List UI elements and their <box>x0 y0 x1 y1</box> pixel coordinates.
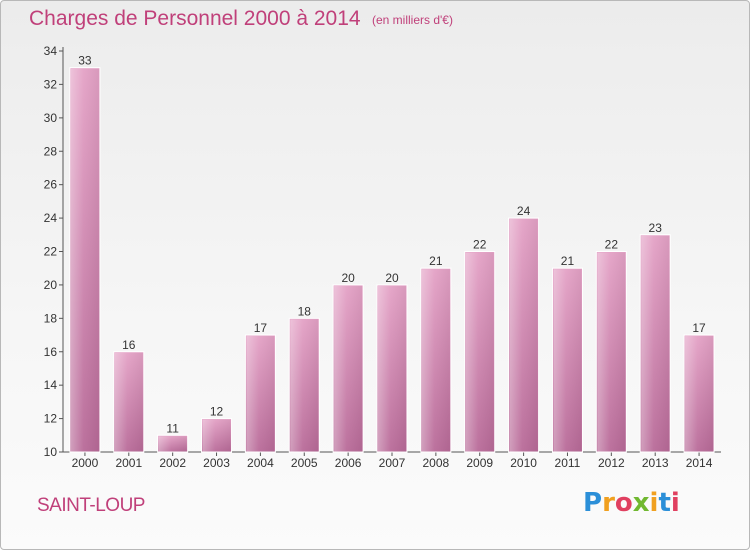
y-tick-label: 28 <box>44 144 58 158</box>
x-tick-label-2008: 2008 <box>423 456 450 470</box>
x-tick-label-2013: 2013 <box>642 456 669 470</box>
x-tick-label-2009: 2009 <box>466 456 493 470</box>
proxiti-logo: Proxiti <box>583 488 680 518</box>
bar-shading-2010 <box>509 219 538 452</box>
y-tick-label: 12 <box>44 412 58 426</box>
chart-title: Charges de Personnel 2000 à 2014 <box>29 7 361 30</box>
value-label-2001: 16 <box>122 338 136 352</box>
value-label-2009: 22 <box>473 238 487 252</box>
value-label-2007: 20 <box>385 271 399 285</box>
logo-letter: x <box>632 488 650 518</box>
y-tick-label: 24 <box>44 211 58 225</box>
chart-subtitle: (en milliers d'€) <box>372 13 453 27</box>
bar-shading-2011 <box>553 269 582 452</box>
bar-shading-2007 <box>378 285 406 452</box>
bar-shading-2000 <box>70 68 99 452</box>
y-tick-label: 20 <box>44 278 58 292</box>
bar-shading-2005 <box>290 319 319 452</box>
value-label-2010: 24 <box>517 204 531 218</box>
value-label-2005: 18 <box>298 304 312 318</box>
bar-shading-2013 <box>641 235 670 452</box>
logo-letter: o <box>614 488 633 518</box>
value-label-2012: 22 <box>605 238 619 252</box>
logo-letter: P <box>583 488 603 518</box>
value-label-2013: 23 <box>649 221 663 235</box>
x-tick-label-2005: 2005 <box>291 456 318 470</box>
value-label-2008: 21 <box>429 254 443 268</box>
value-label-2003: 12 <box>210 405 224 419</box>
x-tick-label-2011: 2011 <box>555 456 581 470</box>
y-tick-label: 10 <box>44 445 58 459</box>
value-label-2014: 17 <box>692 321 706 335</box>
logo-letter: i <box>670 488 680 518</box>
bar-shading-2001 <box>114 352 143 452</box>
x-tick-label-2002: 2002 <box>159 456 186 470</box>
y-tick-label: 34 <box>44 44 58 58</box>
bar-shading-2009 <box>465 252 494 452</box>
logo-letter: i <box>649 488 659 518</box>
logo-letter: r <box>602 488 615 518</box>
logo-letter: t <box>658 488 671 518</box>
bar-shading-2014 <box>685 336 714 452</box>
bar-shading-2003 <box>202 419 231 452</box>
bar-shading-2004 <box>246 336 275 452</box>
x-tick-label-2014: 2014 <box>686 456 713 470</box>
x-tick-label-2010: 2010 <box>510 456 537 470</box>
bar-shading-2002 <box>158 436 187 452</box>
x-tick-label-2007: 2007 <box>379 456 406 470</box>
x-tick-label-2000: 2000 <box>72 456 99 470</box>
y-tick-label: 30 <box>44 111 58 125</box>
y-tick-label: 16 <box>44 345 58 359</box>
y-tick-label: 26 <box>44 178 58 192</box>
x-tick-label-2001: 2001 <box>115 456 142 470</box>
value-label-2000: 33 <box>78 54 92 68</box>
value-label-2002: 11 <box>166 421 179 435</box>
bars: 33 16 11 12 17 18 20 20 21 22 24 21 22 23 17 <box>69 54 715 453</box>
bar-shading-2012 <box>597 252 626 452</box>
y-tick-label: 14 <box>44 378 58 392</box>
y-tick-label: 22 <box>44 245 58 259</box>
value-label-2004: 17 <box>254 321 268 335</box>
y-tick-label: 32 <box>44 77 58 91</box>
bar-shading-2006 <box>334 285 363 452</box>
x-tick-label-2003: 2003 <box>203 456 230 470</box>
y-tick-label: 18 <box>44 311 58 325</box>
bar-shading-2008 <box>421 269 450 452</box>
value-label-2006: 20 <box>341 271 355 285</box>
x-tick-label-2012: 2012 <box>598 456 625 470</box>
value-label-2011: 21 <box>561 254 575 268</box>
x-tick-label-2006: 2006 <box>335 456 362 470</box>
x-tick-label-2004: 2004 <box>247 456 274 470</box>
commune-name: SAINT-LOUP <box>37 495 145 516</box>
